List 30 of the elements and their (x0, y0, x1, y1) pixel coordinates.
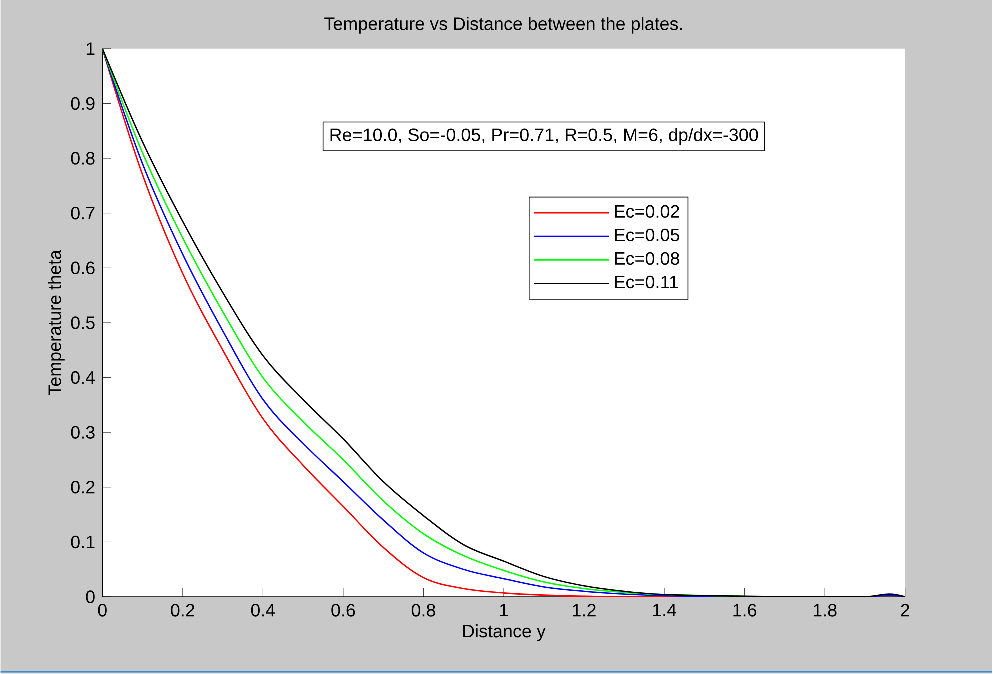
x-tick-label: 1.2 (573, 604, 596, 617)
legend-label: Ec=0.05 (615, 228, 680, 242)
x-tick-label: 2 (901, 604, 910, 617)
x-axis-title: Distance y (464, 624, 546, 642)
x-tick-label: 0.6 (332, 604, 356, 617)
y-tick-label: 0.6 (71, 262, 95, 275)
y-tick-label: 0.8 (71, 152, 95, 165)
y-tick-label: 0.7 (71, 207, 95, 220)
y-tick-label: 0 (86, 590, 95, 604)
x-tick-label: 1 (500, 604, 508, 616)
y-tick-label: 0.3 (71, 426, 95, 440)
y-axis-title: Temperature theta (48, 250, 65, 396)
y-tick-label: 0.5 (71, 316, 95, 330)
chart-title: Temperature vs Distance between the plates. (324, 17, 682, 34)
y-tick-label: 0.4 (71, 371, 96, 384)
y-tick-label: 1 (86, 42, 95, 56)
legend-label: Ec=0.02 (615, 205, 680, 218)
y-tick-label: 0.1 (71, 536, 95, 549)
x-tick-label: 1.8 (814, 604, 837, 617)
x-tick-label: 0.2 (171, 604, 194, 617)
annotation: Re=10.0, So=-0.05, Pr=0.71, R=0.5, M=6, dp/dx=-300 (330, 128, 758, 146)
y-tick-label: 0.9 (71, 97, 95, 110)
y-tick-label: 0.2 (71, 481, 95, 494)
legend-label: Ec=0.08 (615, 252, 680, 266)
x-tick-label: 0 (98, 604, 107, 617)
x-tick-label: 0.8 (412, 604, 436, 617)
x-tick-label: 0.4 (251, 604, 276, 617)
x-tick-label: 1.6 (734, 604, 757, 617)
legend-label: Ec=0.11 (615, 276, 678, 289)
x-tick-label: 1.4 (653, 604, 676, 616)
